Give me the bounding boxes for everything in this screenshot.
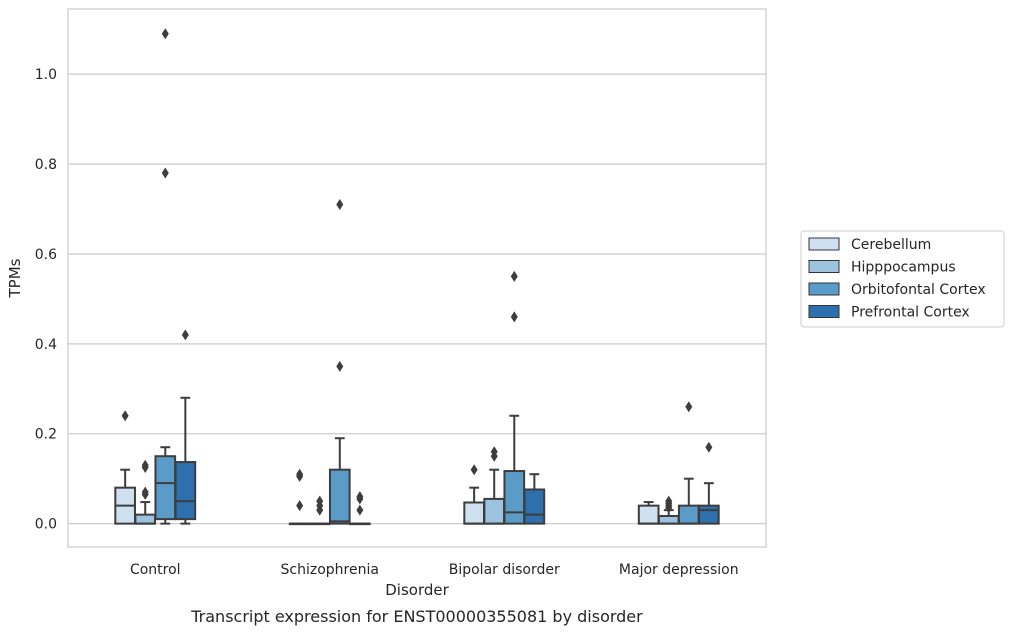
outlier-point: [356, 504, 364, 516]
box-3-1: [349, 522, 371, 526]
y-tick-label: 0.2: [35, 427, 57, 443]
x-axis-label: Disorder: [385, 581, 449, 599]
outlier-point: [161, 28, 169, 40]
outlier-point: [336, 199, 344, 211]
outlier-point: [296, 468, 304, 480]
box-3-3: [698, 482, 720, 525]
box-body: [657, 514, 680, 525]
legend-swatch: [808, 237, 840, 251]
outlier-point: [141, 486, 149, 498]
outlier-point: [510, 270, 518, 282]
legend-swatch: [808, 305, 840, 318]
legend-label: Orbitofontal Cortex: [851, 282, 986, 298]
box-1-1: [308, 522, 331, 526]
legend-label: Cerebellum: [851, 237, 931, 253]
x-tick-labels: Control Schizophrenia Bipolar disorder Majo…: [130, 562, 739, 578]
box-body: [134, 513, 157, 525]
y-tick-label: 0.0: [35, 517, 57, 533]
x-tick-label: Control: [130, 562, 181, 578]
y-axis-label: TPMs: [6, 258, 24, 298]
box-body: [483, 497, 506, 525]
box-3-2: [523, 473, 546, 525]
box-body: [523, 488, 546, 525]
y-tick-label: 0.8: [35, 157, 57, 173]
box-body: [463, 501, 485, 525]
box-body: [174, 461, 197, 521]
outlier-point: [336, 360, 344, 372]
x-tick-label: Schizophrenia: [281, 562, 379, 578]
outlier-point: [490, 446, 498, 458]
legend: Cerebellum Hipppocampus Orbitofontal Corte…: [800, 230, 1005, 328]
box-0-2: [463, 486, 485, 525]
legend-label: Prefrontal Cortex: [851, 305, 970, 321]
y-tick-label: 0.6: [35, 247, 57, 263]
outlier-point: [470, 464, 478, 476]
y-tick-label: 0.4: [35, 337, 57, 353]
boxes: [114, 396, 720, 526]
box-body: [503, 470, 526, 525]
box-2-3: [677, 477, 700, 525]
x-tick-label: Major depression: [619, 562, 739, 578]
box-body: [154, 455, 177, 521]
outlier-point: [356, 491, 364, 503]
box-2-1: [328, 437, 351, 525]
outlier-point: [181, 329, 189, 341]
box-body: [698, 504, 720, 525]
legend-frame: [800, 230, 1005, 328]
outlier-points: [121, 28, 713, 516]
box-1-0: [134, 501, 157, 525]
box-0-0: [114, 468, 136, 525]
box-1-2: [483, 468, 506, 525]
box-body: [637, 504, 660, 525]
box-2-0: [154, 446, 177, 525]
box-body: [328, 468, 351, 525]
plot-area-frame: [67, 8, 767, 548]
box-0-1: [288, 522, 311, 526]
y-tick-labels: 0.0 0.2 0.4 0.6 0.8 1.0: [35, 67, 57, 532]
outlier-point: [141, 459, 149, 471]
outlier-point: [316, 495, 324, 507]
outlier-point: [161, 167, 169, 179]
box-3-0: [174, 396, 197, 525]
box-2-2: [503, 414, 526, 525]
outlier-point: [121, 410, 129, 422]
outlier-point: [296, 500, 304, 512]
box-body: [677, 504, 700, 525]
legend-swatch: [808, 260, 840, 273]
outlier-point: [705, 441, 713, 453]
x-tick-label: Bipolar disorder: [449, 562, 560, 578]
outlier-point: [665, 495, 673, 507]
outlier-point: [510, 311, 518, 323]
legend-label: Hipppocampus: [851, 260, 956, 276]
outlier-point: [685, 401, 693, 413]
y-tick-label: 1.0: [35, 67, 57, 83]
chart-caption: Transcript expression for ENST0000035508…: [190, 607, 643, 626]
legend-swatch: [808, 282, 840, 296]
box-0-3: [637, 501, 660, 525]
